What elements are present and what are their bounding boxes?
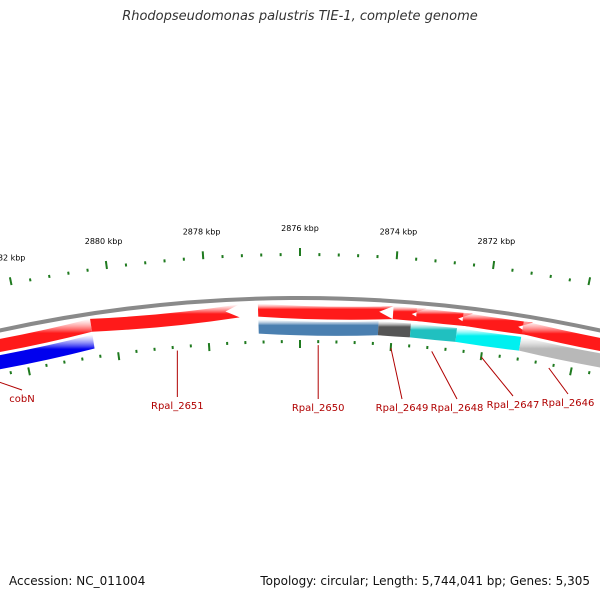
- scale-tick: [117, 352, 121, 361]
- gene-label-leader: [0, 381, 23, 391]
- gene-labels: cobN Rpal_2651 Rpal_2650 Rpal_2649 Rpal_2648…: [0, 345, 594, 414]
- reverse-gene-r6: [519, 336, 600, 368]
- forward-gene-f2: [90, 304, 240, 332]
- backbone-line: [0, 296, 600, 333]
- gene-label-rpal_2647: Rpal_2647: [487, 400, 540, 411]
- scale-tick: [63, 360, 66, 364]
- forward-gene-f6: [462, 312, 534, 336]
- reverse-gene-r2: [258, 319, 379, 336]
- scale-tick: [48, 274, 51, 279]
- scale-tick: [587, 277, 592, 286]
- gene-label-rpal_2651: Rpal_2651: [151, 401, 204, 412]
- scale-tick: [552, 363, 555, 368]
- scale-tick: [28, 278, 32, 282]
- gene-label-leader: [431, 351, 458, 400]
- gene-label-rpal_2648: Rpal_2648: [431, 403, 484, 414]
- scale-tick: [207, 342, 211, 352]
- gene-label-leader: [390, 347, 403, 400]
- gene-label-rpal_2649: Rpal_2649: [376, 403, 429, 414]
- reverse-strand-genes: [0, 319, 600, 370]
- scale-tick: [534, 360, 537, 364]
- forward-strand-genes: [0, 303, 600, 352]
- scale-tick-label: 2876 kbp: [281, 224, 319, 233]
- scale-tick-label: 2878 kbp: [183, 227, 221, 236]
- gene-label-leader: [481, 356, 514, 397]
- gene-label-cobn: cobN: [9, 394, 34, 405]
- forward-gene-f3: [257, 303, 394, 320]
- scale-tick-label: 2872 kbp: [478, 237, 516, 246]
- scale-tick: [492, 260, 496, 270]
- reverse-gene-r3: [377, 321, 411, 338]
- forward-gene-f7: [521, 321, 600, 351]
- reverse-gene-r5: [455, 327, 522, 351]
- page-title: Rhodopseudomonas palustris TIE-1, comple…: [122, 9, 478, 24]
- scale-ticks: 2882 kbp 2880 kbp 2878 kbp 2876 kbp 2874 kbp…: [0, 224, 592, 376]
- scale-tick: [27, 367, 31, 376]
- reverse-gene-r1: [0, 334, 95, 370]
- scale-tick: [568, 278, 572, 282]
- scale-tick: [201, 251, 205, 260]
- scale-tick: [569, 367, 573, 376]
- scale-tick: [8, 277, 13, 286]
- scale-tick: [479, 352, 483, 361]
- genome-info-text: Topology: circular; Length: 5,744,041 bp…: [260, 574, 590, 588]
- reverse-gene-r4: [409, 323, 458, 342]
- scale-tick: [104, 260, 108, 270]
- forward-gene-f1: [0, 318, 93, 352]
- scale-tick: [45, 363, 48, 368]
- gene-label-rpal_2646: Rpal_2646: [542, 398, 595, 409]
- gene-label-rpal_2650: Rpal_2650: [292, 403, 345, 414]
- forward-gene-f5: [415, 307, 473, 327]
- scale-tick: [587, 370, 591, 375]
- scale-tick: [395, 251, 399, 260]
- genome-backbone: [0, 296, 600, 333]
- scale-tick-label: 2882 kbp: [0, 254, 25, 263]
- gene-label-leader: [548, 367, 569, 395]
- scale-tick: [9, 370, 13, 375]
- scale-tick-label: 2874 kbp: [380, 227, 418, 236]
- accession-text: Accession: NC_011004: [9, 574, 146, 588]
- scale-tick-label: 2880 kbp: [85, 237, 123, 246]
- scale-tick: [389, 342, 393, 352]
- scale-tick: [549, 274, 552, 279]
